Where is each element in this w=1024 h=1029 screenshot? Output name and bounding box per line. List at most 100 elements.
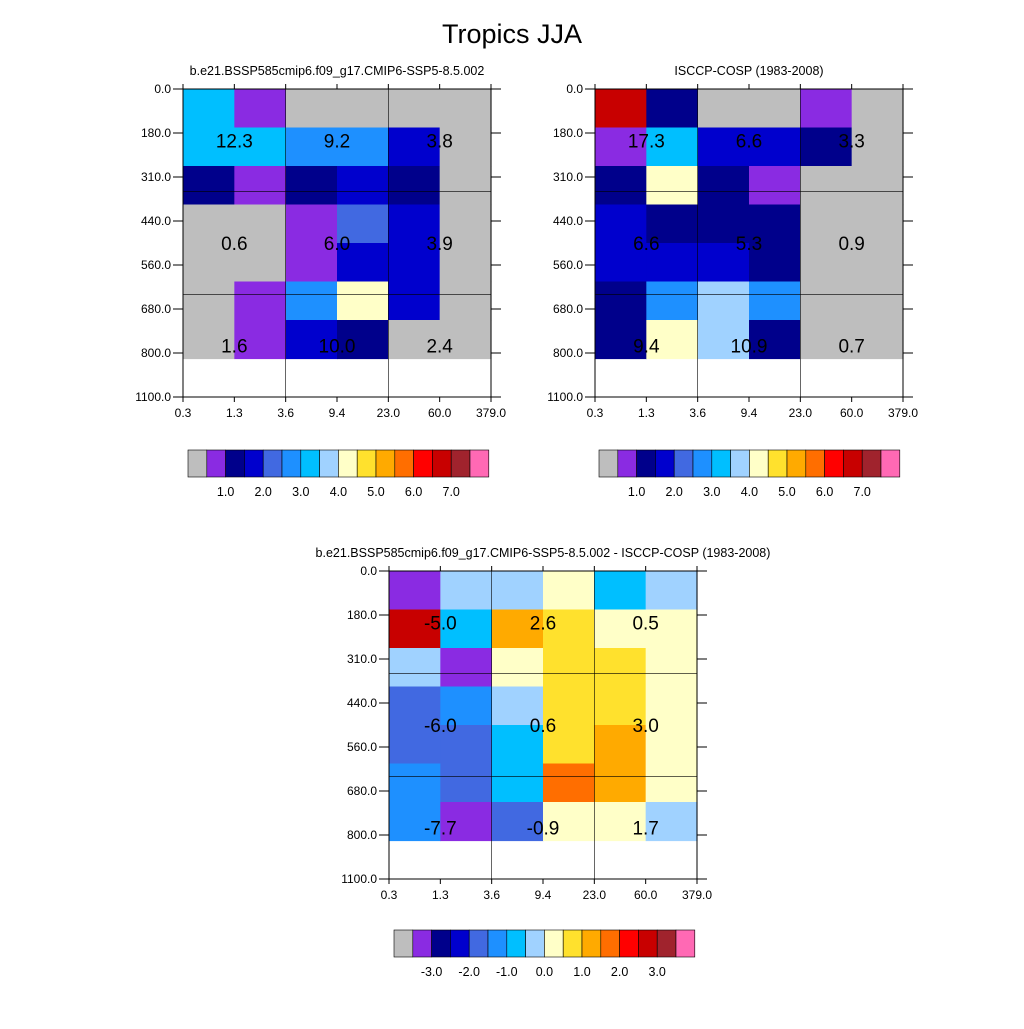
- heatmap-cell: [645, 725, 698, 765]
- heatmap-cell: [595, 166, 647, 206]
- cell-value-label: 9.4: [633, 337, 660, 358]
- x-tick-label: 0.3: [587, 406, 604, 420]
- x-tick-label: 1.3: [432, 888, 449, 902]
- heatmap-cell: [285, 166, 338, 206]
- heatmap-cell: [646, 281, 699, 321]
- y-tick-label: 1100.0: [135, 390, 171, 404]
- heatmap-cell: [851, 320, 904, 360]
- heatmap-cell: [543, 725, 595, 765]
- y-tick-label: 440.0: [347, 696, 377, 710]
- heatmap-cell: [595, 243, 647, 283]
- heatmap-cell: [491, 609, 544, 649]
- y-tick-label: 180.0: [347, 608, 377, 622]
- cell-value-label: 0.5: [632, 613, 658, 634]
- x-tick-label: 23.0: [583, 888, 607, 902]
- colorbar-swatch: [636, 449, 656, 478]
- x-tick-label: 3.6: [689, 406, 706, 420]
- colorbar-swatch: [375, 449, 396, 478]
- heatmap-cell: [646, 127, 699, 167]
- colorbar-swatch: [843, 449, 863, 478]
- colorbar-label: 0.0: [536, 965, 553, 979]
- colorbar-swatch: [600, 929, 620, 958]
- heatmap-cell: [697, 89, 750, 129]
- heatmap-cell: [595, 89, 647, 129]
- colorbar-label: 2.0: [255, 485, 272, 499]
- heatmap-cell: [234, 320, 287, 360]
- colorbar-swatch: [206, 449, 226, 478]
- x-tick-label: 3.6: [277, 406, 294, 420]
- x-tick-label: 60.0: [840, 406, 864, 420]
- colorbar-label: 2.0: [666, 485, 683, 499]
- panel-title: b.e21.BSSP585cmip6.f09_g17.CMIP6-SSP5-8.…: [316, 546, 771, 560]
- y-tick-label: 680.0: [141, 302, 171, 316]
- colorbar-label: 5.0: [778, 485, 795, 499]
- colorbar-swatch: [824, 449, 844, 478]
- heatmap-cell: [234, 204, 287, 244]
- heatmap-cell: [234, 243, 287, 283]
- colorbar-swatch: [861, 449, 882, 478]
- colorbar-swatch: [432, 449, 452, 478]
- x-tick-label: 1.3: [226, 406, 243, 420]
- colorbar-label: 2.0: [611, 965, 628, 979]
- colorbar-swatch: [525, 929, 545, 958]
- heatmap-cell: [800, 166, 853, 206]
- colorbar-swatch: [655, 449, 675, 478]
- heatmap-cell: [543, 571, 595, 611]
- heatmap-cell: [388, 281, 441, 321]
- heatmap-cell: [543, 609, 595, 649]
- cell-value-label: 6.0: [324, 234, 350, 255]
- heatmap-cell: [491, 802, 544, 842]
- heatmap-cell: [388, 320, 441, 360]
- heatmap-cell: [234, 89, 287, 129]
- heatmap-cell: [440, 725, 493, 765]
- cell-value-label: 6.6: [633, 234, 659, 255]
- heatmap-cell: [337, 89, 389, 129]
- heatmap-cell: [389, 763, 441, 803]
- colorbar-swatch: [598, 449, 619, 478]
- colorbar-label: 7.0: [443, 485, 460, 499]
- colorbar-swatch: [281, 449, 302, 478]
- y-tick-label: 800.0: [141, 346, 171, 360]
- cell-value-label: 0.6: [221, 234, 247, 255]
- colorbar-swatch: [562, 929, 583, 958]
- y-tick-label: 440.0: [553, 214, 583, 228]
- heatmap-cell: [595, 320, 647, 360]
- cell-value-label: 10.9: [731, 337, 768, 358]
- colorbar-swatch: [506, 929, 526, 958]
- x-tick-label: 60.0: [634, 888, 658, 902]
- heatmap-cell: [439, 166, 492, 206]
- heatmap-cell: [851, 243, 904, 283]
- colorbar-swatch: [767, 449, 788, 478]
- y-tick-label: 310.0: [141, 170, 171, 184]
- panel-observations: ISCCP-COSP (1983-2008) 0.0 180.0 310.0 440.0…: [547, 64, 918, 499]
- cell-value-label: 12.3: [216, 131, 253, 152]
- x-tick-label: 1.3: [638, 406, 655, 420]
- y-tick-label: 560.0: [347, 740, 377, 754]
- x-tick-label: 0.3: [175, 406, 192, 420]
- heatmap-cell: [697, 320, 750, 360]
- colorbar-label: 7.0: [854, 485, 871, 499]
- heatmap-cell: [440, 686, 493, 726]
- heatmap-cell: [697, 204, 750, 244]
- heatmap-cell: [183, 281, 235, 321]
- heatmap-cell: [389, 648, 441, 688]
- cell-value-label: 6.6: [736, 131, 762, 152]
- heatmap-cell: [851, 127, 904, 167]
- colorbar-label: 6.0: [816, 485, 833, 499]
- colorbar-label: -3.0: [421, 965, 443, 979]
- heatmap-cell: [439, 320, 492, 360]
- panel-title: ISCCP-COSP (1983-2008): [674, 64, 823, 78]
- heatmap-cell: [851, 281, 904, 321]
- colorbar-swatch: [581, 929, 602, 958]
- heatmap-cell: [337, 204, 389, 244]
- heatmap-cell: [491, 725, 544, 765]
- y-tick-label: 0.0: [154, 82, 171, 96]
- heatmap-cell: [646, 243, 699, 283]
- heatmap-cell: [389, 686, 441, 726]
- heatmap-cell: [594, 725, 647, 765]
- colorbar-swatch: [413, 449, 433, 478]
- y-tick-label: 680.0: [347, 784, 377, 798]
- colorbar-swatch: [319, 449, 339, 478]
- heatmap-cell: [594, 571, 647, 611]
- x-tick-label: 23.0: [377, 406, 401, 420]
